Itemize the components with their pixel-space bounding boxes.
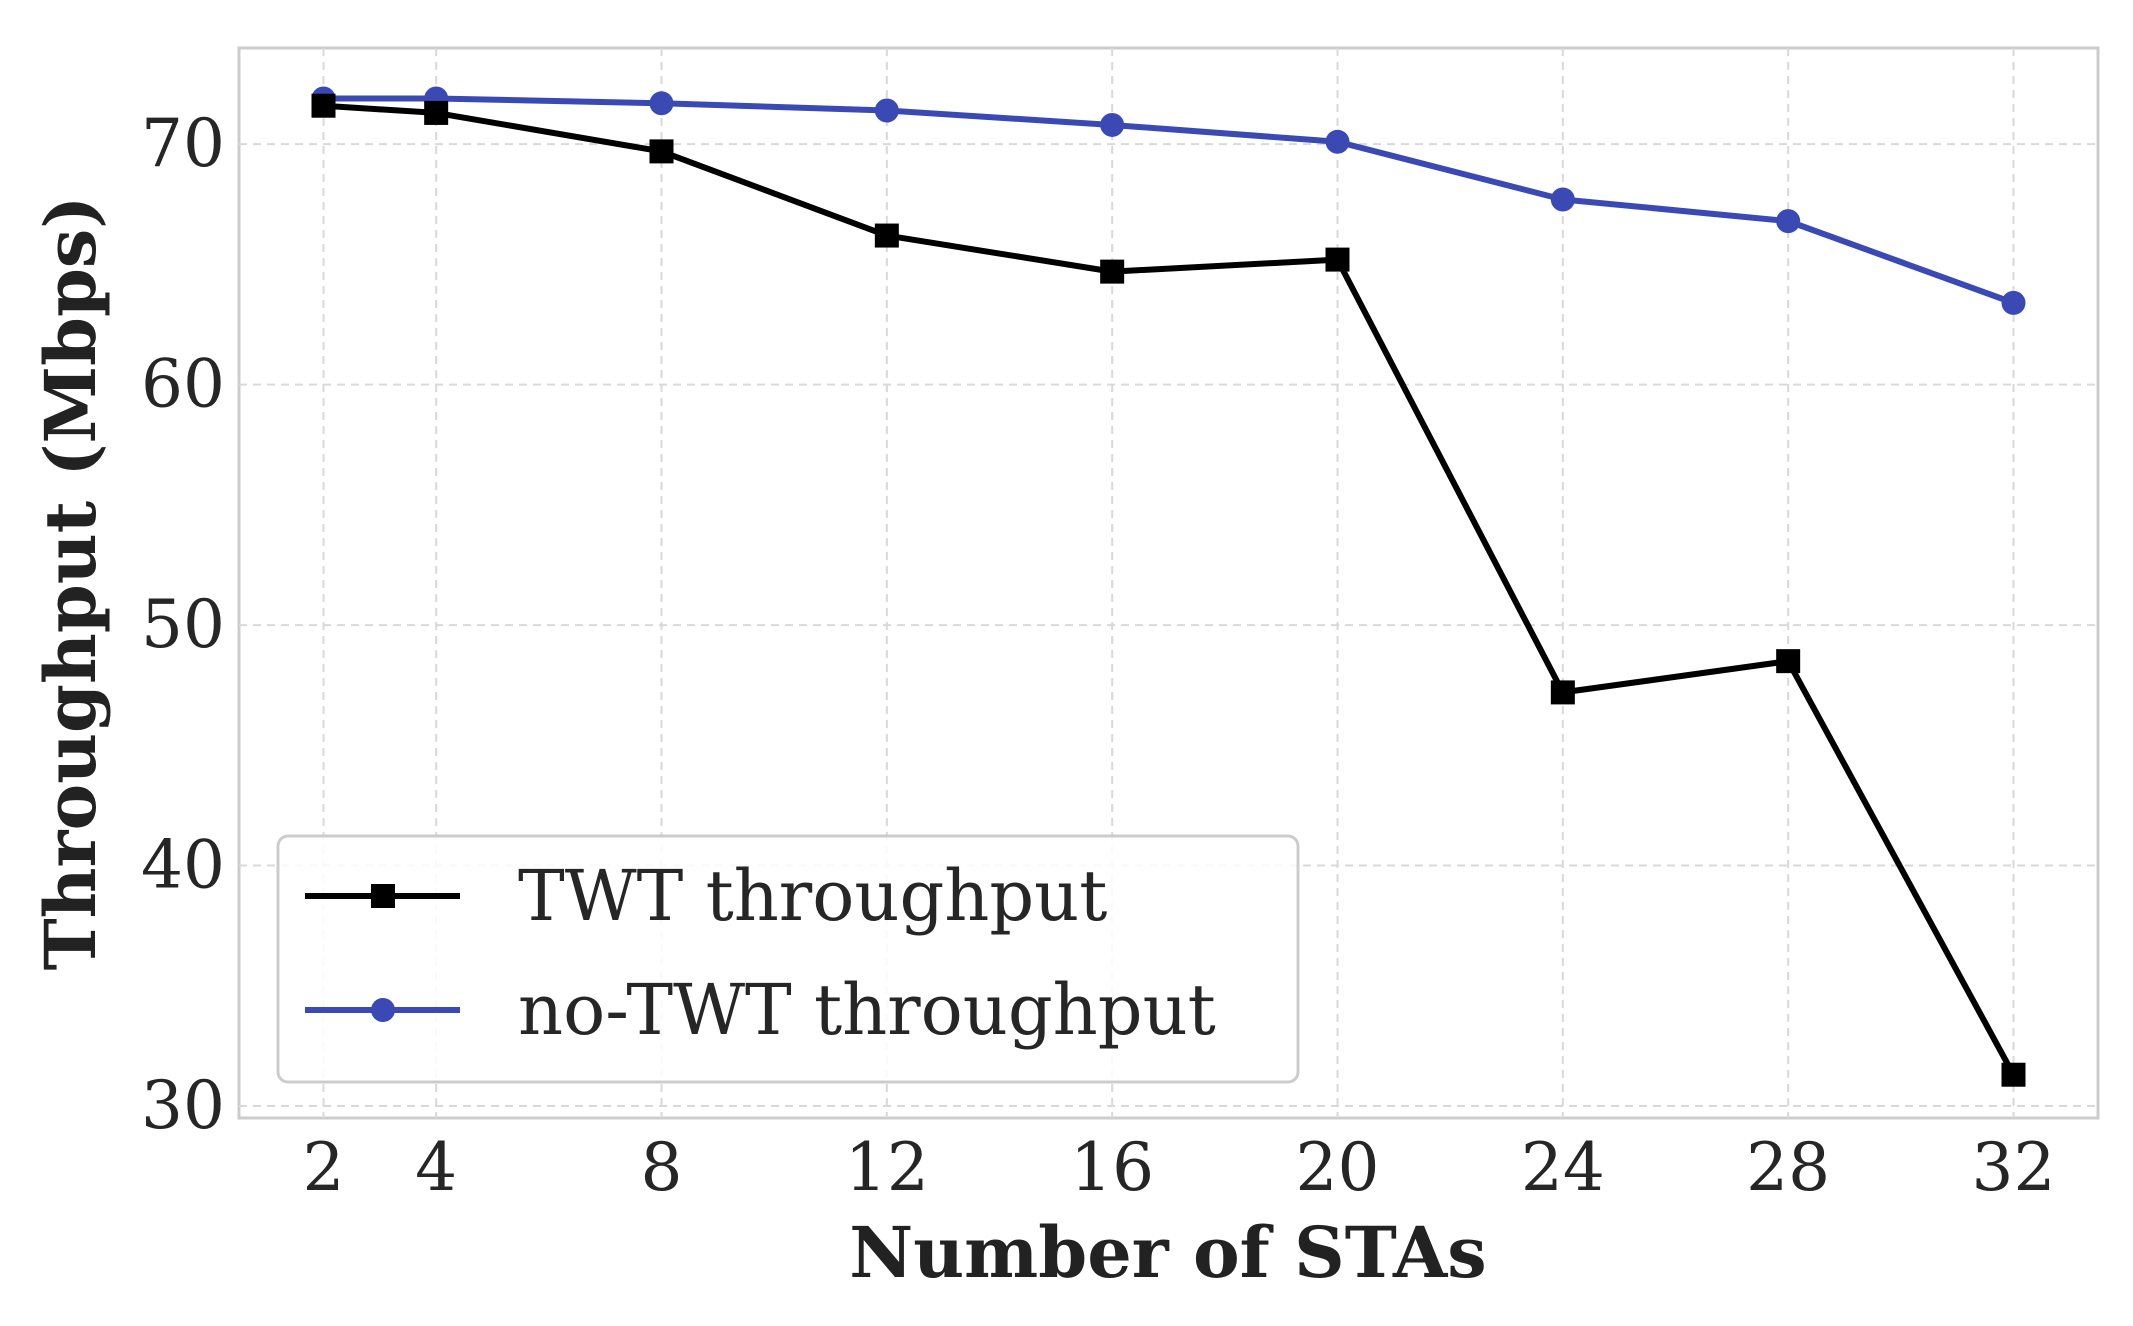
data-point-square [1550,680,1575,705]
x-axis-title: Number of STAs [849,1211,1486,1294]
y-tick-label: 60 [141,346,225,423]
data-point-square [874,223,899,248]
data-point-square [1325,247,1350,272]
x-axis-ticks: 2 4 8 12 16 20 24 28 32 [303,1129,2056,1206]
y-axis-title: Throughput (Mbps) [29,196,112,971]
y-axis-ticks: 30 40 50 60 70 [141,105,225,1144]
x-tick-label: 16 [1070,1129,1154,1206]
legend-marker-circle [371,998,395,1022]
legend-entries: TWT throughput no-TWT throughput [305,855,1216,1051]
legend: TWT throughput no-TWT throughput [276,834,1300,1084]
data-point-circle [649,91,674,116]
data-point-square [649,139,674,164]
y-tick-label: 40 [141,827,225,904]
data-point-square [1776,649,1801,674]
legend-label: TWT throughput [518,855,1107,937]
series-twt [311,93,2026,1087]
series [311,86,2026,1087]
legend-box [276,834,1300,1084]
x-tick-label: 28 [1746,1129,1830,1206]
data-point-circle [1776,209,1801,234]
data-point-square [311,93,336,118]
data-point-circle [1100,112,1125,137]
data-point-circle [874,98,899,123]
data-point-circle [1550,187,1575,212]
legend-marker-square [371,884,395,908]
data-point-square [1100,259,1125,284]
x-tick-label: 2 [303,1129,345,1206]
x-tick-label: 8 [641,1129,683,1206]
legend-entry: no-TWT throughput [305,969,1216,1051]
data-point-square [424,100,449,125]
legend-entry: TWT throughput [305,855,1107,937]
x-tick-label: 24 [1521,1129,1605,1206]
y-tick-label: 70 [141,105,225,182]
data-point-square [2001,1062,2026,1087]
y-tick-label: 30 [141,1067,225,1144]
y-tick-label: 50 [141,586,225,663]
x-tick-label: 32 [1972,1129,2056,1206]
legend-label: no-TWT throughput [518,969,1216,1051]
data-point-circle [1325,129,1350,154]
data-point-circle [2001,290,2026,315]
x-tick-label: 4 [415,1129,457,1206]
x-tick-label: 12 [845,1129,929,1206]
x-tick-label: 20 [1296,1129,1380,1206]
series-no-twt [311,86,2026,315]
